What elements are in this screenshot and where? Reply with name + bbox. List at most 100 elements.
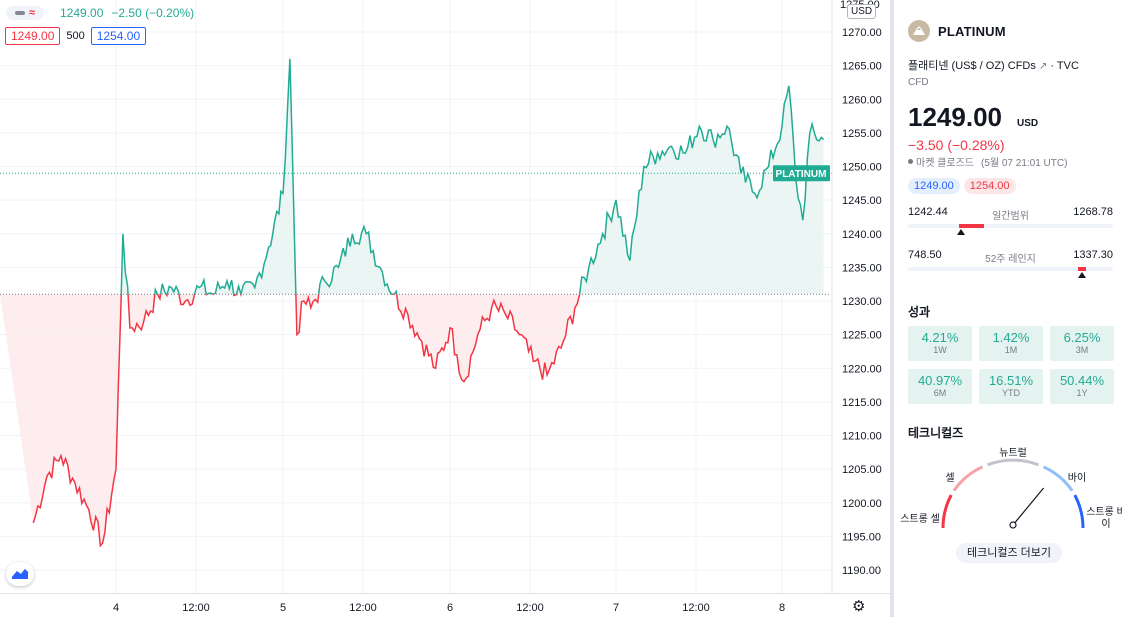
price-change: −3.50 (−0.28%) <box>908 137 1005 153</box>
description-text: 플래티넨 (US$ / OZ) CFDs <box>908 60 1036 72</box>
chart-legend: ≈ 1249.00 −2.50 (−0.20%) <box>6 6 194 20</box>
gauge-label-neutral: 뉴트럴 <box>999 446 1027 459</box>
symbol-name[interactable]: PLATINUM <box>938 23 1006 39</box>
indicator-toggle[interactable]: ≈ <box>6 6 44 20</box>
y-tick-label: 1205.00 <box>842 464 882 476</box>
y-tick-label: 1195.00 <box>842 531 881 543</box>
gauge-arc-sell <box>952 465 984 492</box>
status-dot-icon <box>908 159 913 164</box>
price-label-text: PLATINUM <box>776 169 827 180</box>
currency-tag[interactable]: USD <box>847 4 877 19</box>
data-source: · TVC <box>1050 60 1079 72</box>
perf-value: 16.51% <box>988 373 1034 388</box>
line-style-icon <box>14 11 25 15</box>
perf-value: 4.21% <box>921 330 959 345</box>
technicals-gauge: 뉴트럴 셀 바이 스트롱 셀 스트롱 바 이 <box>900 446 1123 530</box>
performance-grid: 4.21% 1W 1.42% 1M 6.25% 3M 40.97% 6M 16.51% Y… <box>908 326 1114 404</box>
perf-cell-1y[interactable]: 50.44% 1Y <box>1050 369 1114 404</box>
more-technicals-button[interactable]: 테크니컬즈 더보기 <box>956 543 1063 563</box>
gauge-arc-buy <box>1042 465 1074 492</box>
week52-range-label: 52주 레인지 <box>985 254 1036 265</box>
y-tick-label: 1235.00 <box>842 262 882 274</box>
gauge-label-strong-buy-2: 이 <box>1101 518 1110 530</box>
perf-label: 3M <box>1075 345 1089 355</box>
perf-label: 1Y <box>1076 388 1088 398</box>
y-tick-label: 1230.00 <box>842 296 882 308</box>
perf-value: 50.44% <box>1059 373 1105 388</box>
y-tick-label: 1190.00 <box>842 565 881 577</box>
perf-value: 6.25% <box>1063 330 1101 345</box>
perf-cell-ytd[interactable]: 16.51% YTD <box>979 369 1043 404</box>
bid-ask-bar: 1249.00 500 1254.00 <box>5 27 147 45</box>
price-line-down <box>32 294 581 548</box>
y-tick-label: 1255.00 <box>842 128 882 140</box>
bid-ask-badges: 1249.00 1254.00 <box>908 178 1016 194</box>
gauge-label-strong-buy-1: 스트롱 바 <box>1086 506 1123 518</box>
perf-value: 40.97% <box>917 373 963 388</box>
legend-price: 1249.00 <box>60 6 104 20</box>
x-tick-label: 7 <box>613 602 619 614</box>
week52-range-fill <box>1078 267 1087 271</box>
perf-label: 6M <box>933 388 947 398</box>
y-tick-label: 1240.00 <box>842 229 882 241</box>
week52-range-track <box>908 267 1113 271</box>
instrument-type: CFD <box>908 77 929 88</box>
x-tick-label: 5 <box>280 602 286 614</box>
symbol-description: 플래티넨 (US$ / OZ) CFDs ↗ · TVC <box>908 57 1079 73</box>
area-fill-up <box>121 58 824 295</box>
week52-range-low: 748.50 <box>908 249 942 261</box>
ask-badge: 1254.00 <box>963 178 1016 194</box>
perf-cell-6m[interactable]: 40.97% 6M <box>908 369 972 404</box>
bid-price[interactable]: 1249.00 <box>5 27 61 45</box>
x-tick-label: 12:00 <box>182 602 210 614</box>
ask-price[interactable]: 1254.00 <box>90 27 147 45</box>
x-tick-label: 12:00 <box>682 602 710 614</box>
perf-label: 1W <box>933 345 947 355</box>
time-axis <box>0 594 832 617</box>
perf-value: 1.42% <box>992 330 1030 345</box>
perf-cell-1w[interactable]: 4.21% 1W <box>908 326 972 361</box>
bid-badge: 1249.00 <box>908 178 960 194</box>
day-range-fill <box>959 224 984 228</box>
y-tick-label: 1270.00 <box>842 27 882 39</box>
platinum-logo-icon <box>908 20 930 42</box>
day-range-high: 1268.78 <box>1073 206 1113 218</box>
y-tick-label: 1225.00 <box>842 330 882 342</box>
price-line-up <box>120 58 825 295</box>
symbol-info-panel: PLATINUM 플래티넨 (US$ / OZ) CFDs ↗ · TVC CF… <box>890 0 1123 617</box>
market-status: 마켓 클로즈드 (5월 07 21:01 UTC) <box>908 154 1067 169</box>
market-status-time: (5월 07 21:01 UTC) <box>980 158 1068 169</box>
y-tick-label: 1260.00 <box>842 94 882 106</box>
perf-cell-3m[interactable]: 6.25% 3M <box>1050 326 1114 361</box>
x-tick-label: 8 <box>779 602 785 614</box>
week52-range-marker-icon <box>1078 272 1087 278</box>
y-tick-label: 1210.00 <box>842 431 882 443</box>
y-tick-label: 1250.00 <box>842 162 882 174</box>
gauge-arc-strong-buy <box>1073 494 1085 529</box>
day-range-low: 1242.44 <box>908 206 948 218</box>
perf-label: YTD <box>1002 388 1020 398</box>
gauge-arc-neutral <box>986 458 1040 467</box>
external-link-icon[interactable]: ↗ <box>1038 61 1048 72</box>
day-range-label: 일간범위 <box>992 211 1029 222</box>
price-label-box <box>773 165 830 182</box>
technicals-title: 테크니컬즈 <box>908 426 964 440</box>
area-fill-down <box>0 294 824 546</box>
y-tick-label: 1265.00 <box>842 61 882 73</box>
y-tick-label: 1200.00 <box>842 498 882 510</box>
gauge-needle <box>1012 487 1045 526</box>
price-currency: USD <box>1017 118 1039 129</box>
last-price: 1249.00 <box>908 102 1002 132</box>
price-chart[interactable]: 1275.001270.001265.001260.001255.001250.… <box>0 0 890 617</box>
price-axis <box>832 0 890 617</box>
x-tick-label: 6 <box>447 602 453 614</box>
gauge-pivot <box>1009 521 1017 529</box>
settings-gear-icon[interactable]: ⚙ <box>852 598 866 615</box>
chart-canvas[interactable]: 1275.001270.001265.001260.001255.001250.… <box>0 0 890 617</box>
gauge-label-sell: 셀 <box>945 472 954 484</box>
tradingview-logo-icon[interactable] <box>6 562 34 586</box>
perf-cell-1m[interactable]: 1.42% 1M <box>979 326 1043 361</box>
day-range-track <box>908 224 1113 228</box>
y-tick-label: 1245.00 <box>842 195 882 207</box>
